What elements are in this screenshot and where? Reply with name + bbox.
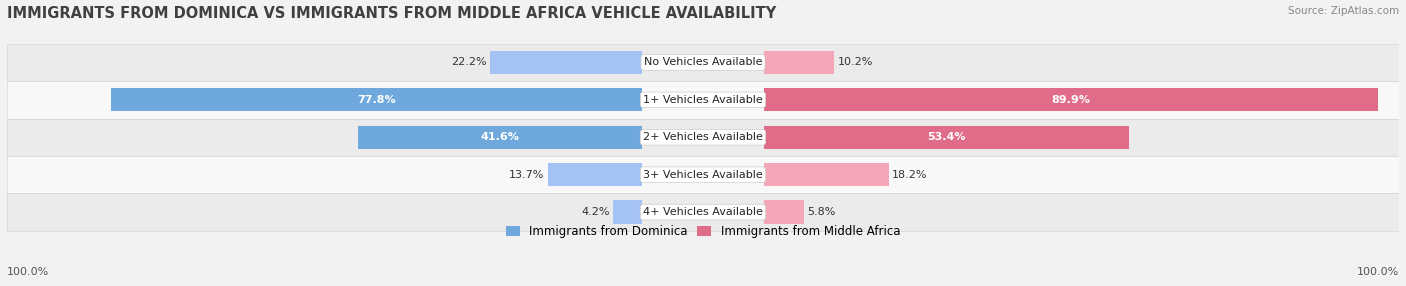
- Text: 18.2%: 18.2%: [891, 170, 928, 180]
- Text: 4+ Vehicles Available: 4+ Vehicles Available: [643, 207, 763, 217]
- Text: 89.9%: 89.9%: [1052, 95, 1091, 105]
- Text: 100.0%: 100.0%: [1357, 267, 1399, 277]
- Bar: [7, 119, 1399, 156]
- Bar: [613, 200, 641, 224]
- Bar: [7, 44, 1399, 81]
- Bar: [7, 156, 1399, 193]
- Text: 77.8%: 77.8%: [357, 95, 395, 105]
- Bar: [765, 88, 1378, 112]
- Text: No Vehicles Available: No Vehicles Available: [644, 57, 762, 67]
- Text: IMMIGRANTS FROM DOMINICA VS IMMIGRANTS FROM MIDDLE AFRICA VEHICLE AVAILABILITY: IMMIGRANTS FROM DOMINICA VS IMMIGRANTS F…: [7, 6, 776, 21]
- Bar: [548, 163, 641, 186]
- Bar: [765, 51, 834, 74]
- Bar: [111, 88, 641, 112]
- Text: 22.2%: 22.2%: [451, 57, 486, 67]
- Text: Source: ZipAtlas.com: Source: ZipAtlas.com: [1288, 6, 1399, 16]
- Bar: [491, 51, 641, 74]
- Text: 41.6%: 41.6%: [481, 132, 519, 142]
- Text: 5.8%: 5.8%: [807, 207, 835, 217]
- Text: 100.0%: 100.0%: [7, 267, 49, 277]
- Text: 2+ Vehicles Available: 2+ Vehicles Available: [643, 132, 763, 142]
- Bar: [765, 126, 1129, 149]
- Text: 13.7%: 13.7%: [509, 170, 544, 180]
- Legend: Immigrants from Dominica, Immigrants from Middle Africa: Immigrants from Dominica, Immigrants fro…: [506, 225, 900, 238]
- Text: 53.4%: 53.4%: [928, 132, 966, 142]
- Bar: [765, 200, 804, 224]
- Text: 4.2%: 4.2%: [581, 207, 610, 217]
- Bar: [7, 81, 1399, 119]
- Text: 1+ Vehicles Available: 1+ Vehicles Available: [643, 95, 763, 105]
- Bar: [7, 193, 1399, 231]
- Text: 3+ Vehicles Available: 3+ Vehicles Available: [643, 170, 763, 180]
- Bar: [357, 126, 641, 149]
- Bar: [765, 163, 889, 186]
- Text: 10.2%: 10.2%: [838, 57, 873, 67]
